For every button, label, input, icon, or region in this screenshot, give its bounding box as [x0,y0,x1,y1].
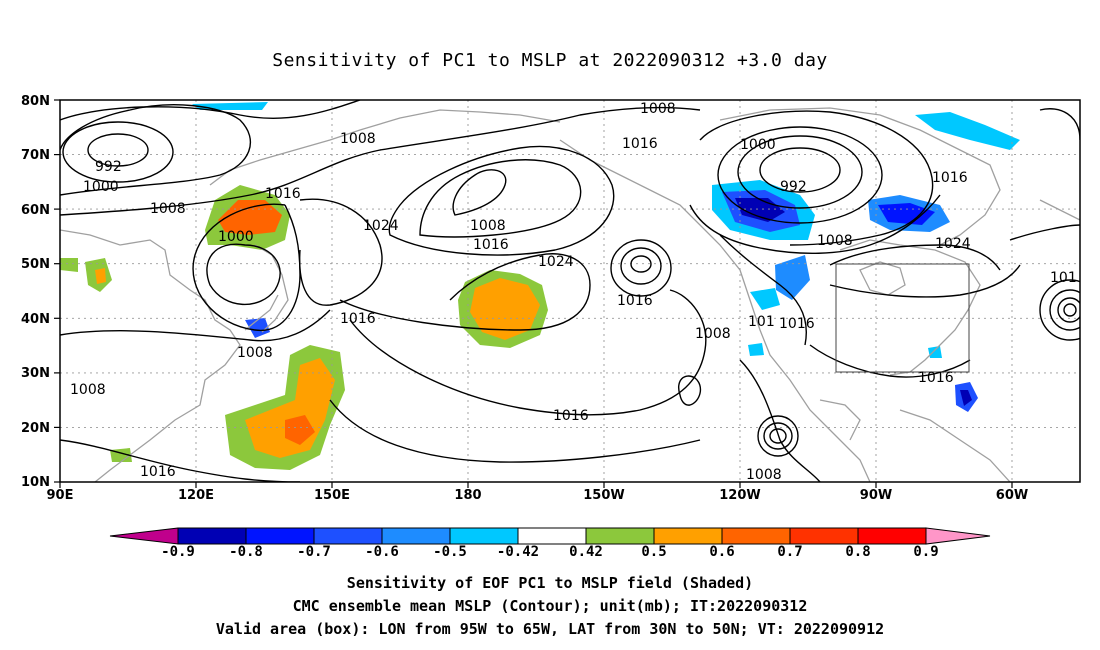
mslp-contours [60,100,1080,482]
colorbar-segment [585,527,655,545]
lat-label: 20N [21,421,50,436]
colorbar-segment [381,527,451,545]
contour-label: 1024 [363,218,399,234]
colorbar-label: 0.6 [709,544,734,560]
lat-label: 60N [21,203,50,218]
contour-label-group: 1008 992 1000 1008 1008 1016 1000 1024 1… [70,101,1077,483]
lon-label: 120E [178,488,214,503]
colorbar-segment [857,527,927,545]
lon-label: 180 [454,488,481,503]
lat-label: 10N [21,475,50,490]
colorbar-label: -0.9 [161,544,195,560]
lat-label: 30N [21,366,50,381]
contour-label: 1008 [817,233,853,249]
colorbar-segment [313,527,383,545]
colorbar-segment [789,527,859,545]
contour-label: 1008 [70,382,106,398]
contour-label: 1008 [237,345,273,361]
colorbar-label: 0.42 [569,544,603,560]
blue-patch-rockies [775,255,810,300]
contour-label: 1008 [695,326,731,342]
lon-labels: 90E 120E 150E 180 150W 120W 90W 60W [47,488,1029,503]
contour-label: 1016 [617,293,653,309]
blue-patch-japan [245,318,270,338]
colorbar-arrow-max [925,527,991,545]
contour-label: 1016 [553,408,589,424]
lat-lon-grid [60,100,1080,482]
contour-label: 1016 [340,311,376,327]
colorbar-label: 0.8 [845,544,870,560]
orange-patch-pacific-center [470,278,540,340]
blue-patch-atlantic-core [960,390,972,406]
lat-label: 80N [21,94,50,109]
coastlines [60,107,1080,482]
colorbar [109,527,991,545]
contour-label: 101 [748,314,775,330]
contour-label: 1016 [473,237,509,253]
contour-label: 1008 [746,467,782,483]
contour-label: 1008 [340,131,376,147]
colorbar-label: 0.7 [777,544,802,560]
colorbar-labels: -0.9 -0.8 -0.7 -0.6 -0.5 -0.42 0.42 0.5 … [161,544,939,560]
lon-label: 90W [860,488,892,503]
colorbar-label: 0.5 [641,544,666,560]
contour-label: 1024 [935,236,971,252]
contour-label: 1024 [538,254,574,270]
tick-marks [54,99,1013,488]
colorbar-segment [517,527,587,545]
contour-label: 1008 [150,201,186,217]
caption-contour: CMC ensemble mean MSLP (Contour); unit(m… [292,597,808,615]
colorbar-segment [721,527,791,545]
lon-label: 60W [996,488,1028,503]
blue-patch-east-us [928,346,942,358]
lon-label: 120W [719,488,760,503]
caption-valid-area: Valid area (box): LON from 95W to 65W, L… [215,620,885,638]
orange-patch-siberia [95,268,106,284]
contour-label: 1000 [218,229,254,245]
blue-patch-hudson-core [878,203,935,225]
colorbar-segment [653,527,723,545]
blue-patch-mexico [748,343,764,356]
plot-frame [59,99,1081,483]
colorbar-segment [449,527,519,545]
colorbar-label: -0.42 [497,544,539,560]
contour-label: 1000 [83,179,119,195]
colorbar-segment [177,527,247,545]
green-patch-small-1 [60,258,78,272]
lon-label: 150E [314,488,350,503]
contour-label: 992 [780,179,807,195]
blue-patch-west-coast [750,288,780,310]
contour-label: 1016 [622,136,658,152]
colorbar-label: -0.7 [297,544,331,560]
contour-label: 992 [95,159,122,175]
colorbar-segment [245,527,315,545]
colorbar-arrow-min [109,527,179,545]
colorbar-label: 0.9 [913,544,938,560]
contour-label: 1008 [470,218,506,234]
lat-label: 50N [21,257,50,272]
contour-label: 1016 [932,170,968,186]
contour-label: 1008 [640,101,676,117]
red-patch-west-pacific [285,415,315,445]
contour-label: 1016 [265,186,301,202]
contour-label: 101 [1050,270,1077,286]
contour-label: 1016 [140,464,176,480]
caption-shaded: Sensitivity of EOF PC1 to MSLP field (Sh… [346,574,754,592]
contour-label: 1016 [779,316,815,332]
lat-label: 40N [21,312,50,327]
valid-area-box [835,263,970,373]
lat-label: 70N [21,148,50,163]
colorbar-label: -0.8 [229,544,263,560]
contour-label: 1000 [740,137,776,153]
colorbar-label: -0.5 [433,544,467,560]
blue-patch-greenland [915,112,1020,150]
chart-title: Sensitivity of PC1 to MSLP at 2022090312… [272,50,828,71]
lon-label: 150W [583,488,624,503]
lat-labels: 80N 70N 60N 50N 40N 30N 20N 10N [21,94,50,490]
contour-label: 1016 [918,370,954,386]
lon-label: 90E [47,488,74,503]
colorbar-label: -0.6 [365,544,399,560]
